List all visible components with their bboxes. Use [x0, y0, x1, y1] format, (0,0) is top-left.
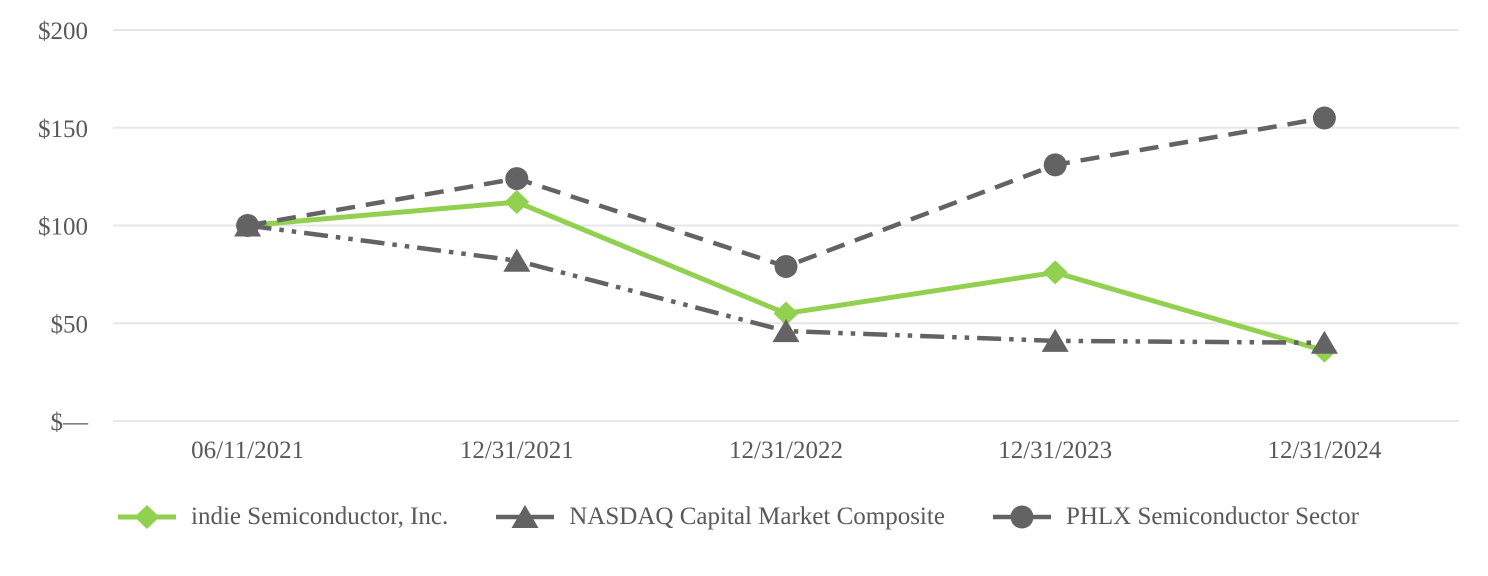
- triangle-marker: [503, 248, 531, 272]
- triangle-marker: [1310, 330, 1338, 354]
- x-tick-label: 12/31/2023: [998, 437, 1112, 464]
- plot-area: $200 $150 $100 $50 $— 06/11/2021 12/31/2021 12/…: [38, 18, 1459, 464]
- x-tick-label: 12/31/2024: [1267, 437, 1381, 464]
- triangle-marker: [772, 319, 800, 343]
- triangle-marker-icon: [490, 501, 560, 533]
- legend-item-phlx-semiconductor: PHLX Semiconductor Sector: [987, 501, 1359, 533]
- triangle-glyph: [511, 505, 539, 528]
- y-tick-label: $50: [51, 311, 89, 338]
- x-tick-label: 12/31/2022: [729, 437, 843, 464]
- series-line: [247, 115, 1325, 269]
- circle-marker: [1312, 106, 1336, 130]
- y-tick-label: $—: [51, 409, 90, 436]
- y-tick-label: $150: [38, 116, 88, 143]
- x-tick-label: 12/31/2021: [460, 437, 574, 464]
- diamond-marker: [504, 190, 530, 215]
- y-tick-label: $200: [38, 18, 88, 45]
- diamond-marker-icon: [112, 501, 182, 533]
- legend-item-nasdaq-composite: NASDAQ Capital Market Composite: [490, 501, 945, 533]
- legend-label: PHLX Semiconductor Sector: [1065, 503, 1359, 530]
- legend-label: NASDAQ Capital Market Composite: [569, 503, 945, 530]
- diamond-glyph: [134, 505, 160, 529]
- legend-item-indie-semiconductor: indie Semiconductor, Inc.: [112, 501, 448, 533]
- y-tick-label: $100: [38, 214, 88, 241]
- x-tick-label: 06/11/2021: [191, 437, 304, 464]
- circle-marker: [1043, 153, 1067, 177]
- legend-label: indie Semiconductor, Inc.: [191, 503, 449, 530]
- circle-glyph: [1010, 505, 1034, 529]
- triangle-marker: [1041, 328, 1069, 352]
- circle-marker: [774, 255, 798, 279]
- diamond-marker: [773, 301, 799, 326]
- circle-marker-icon: [987, 501, 1057, 533]
- circle-marker: [505, 167, 529, 191]
- series-line: [247, 223, 1325, 346]
- legend: indie Semiconductor, Inc. NASDAQ Capital…: [112, 501, 1359, 533]
- circle-marker: [236, 214, 260, 237]
- diamond-marker: [1042, 260, 1068, 285]
